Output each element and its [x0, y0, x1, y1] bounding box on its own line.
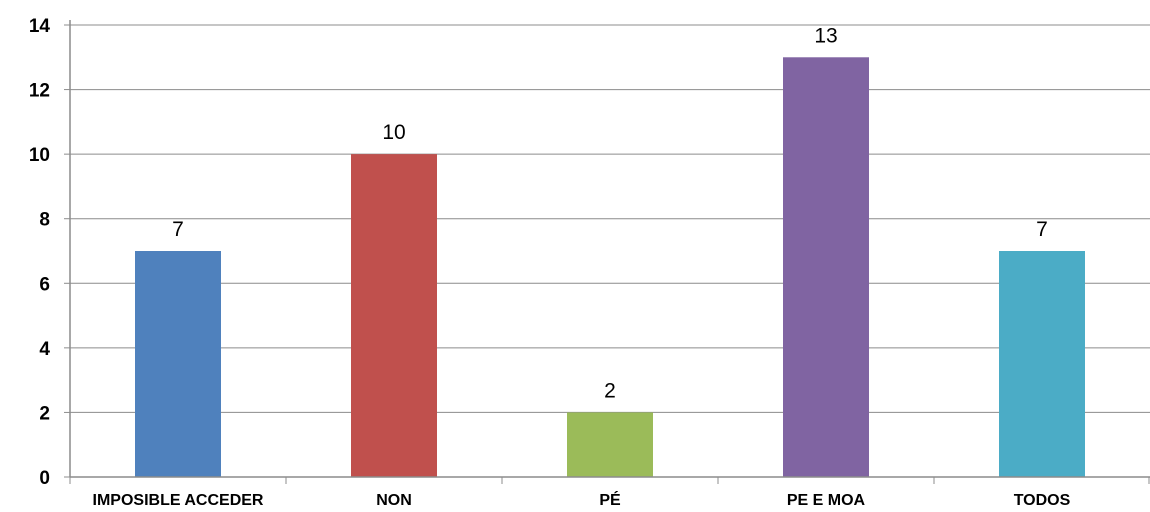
bar	[783, 57, 869, 478]
x-tick-label: NON	[376, 492, 412, 509]
data-label: 7	[1036, 218, 1048, 241]
axes	[64, 20, 1150, 484]
data-label: 2	[604, 379, 616, 402]
data-label: 10	[382, 121, 405, 144]
y-axis-tick-labels: 0 2 4 6 8 10 12 14	[29, 16, 51, 489]
y-tick-label: 6	[39, 274, 50, 295]
x-tick-label: PE E MOA	[787, 492, 866, 509]
y-tick-label: 14	[29, 16, 51, 37]
y-tick-label: 12	[29, 81, 50, 102]
data-label: 7	[172, 218, 184, 241]
x-tick-label: TODOS	[1014, 492, 1071, 509]
y-tick-label: 2	[39, 403, 50, 424]
x-axis-tick-labels: IMPOSIBLE ACCEDER NON PÉ PE E MOA TODOS	[93, 490, 1071, 509]
data-labels: 7 10 2 13 7	[172, 24, 1048, 402]
bars	[135, 57, 1085, 478]
y-tick-label: 4	[39, 339, 50, 360]
x-tick-label: PÉ	[599, 490, 621, 509]
bar	[351, 154, 437, 477]
y-tick-label: 8	[39, 210, 50, 231]
bar	[999, 251, 1085, 477]
x-tick-label: IMPOSIBLE ACCEDER	[93, 492, 264, 509]
bar	[135, 251, 221, 477]
y-tick-label: 0	[39, 468, 50, 489]
bar	[567, 412, 653, 477]
gridlines	[70, 24, 1150, 413]
data-label: 13	[814, 24, 837, 47]
y-tick-label: 10	[29, 145, 50, 166]
